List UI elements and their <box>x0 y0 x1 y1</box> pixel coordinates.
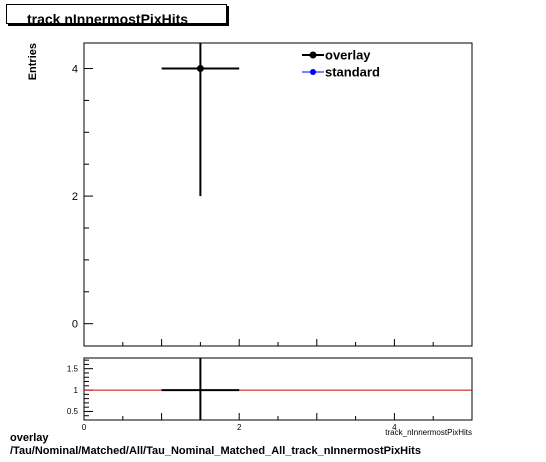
footer-label: overlay <box>10 432 49 444</box>
ratio-y-tick-label: 1 <box>74 386 79 395</box>
legend-marker <box>310 69 316 75</box>
x-axis-label: track_nInnermostPixHits <box>385 428 472 437</box>
footer-path: /Tau/Nominal/Matched/All/Tau_Nominal_Mat… <box>10 445 421 457</box>
main-y-tick-label: 2 <box>72 191 78 203</box>
legend-entry: overlay <box>325 48 371 63</box>
ratio-x-tick-label: 0 <box>82 423 87 432</box>
ratio-plot-frame <box>83 357 473 421</box>
legend-marker <box>309 51 317 59</box>
ratio-y-tick-label: 0.5 <box>67 407 79 416</box>
title-box: track nInnermostPixHits <box>6 4 227 27</box>
ratio-y-tick-label: 1.5 <box>67 364 79 373</box>
legend-entry: standard <box>325 65 380 80</box>
ratio-x-tick-label: 2 <box>237 423 242 432</box>
y-axis-label: Entries <box>27 43 39 80</box>
main-plot-frame <box>83 42 473 347</box>
main-y-tick-label: 0 <box>72 319 78 331</box>
data-point <box>196 65 204 73</box>
chart-title: track nInnermostPixHits <box>27 11 189 27</box>
main-y-tick-label: 4 <box>72 63 78 75</box>
ratio-x-tick-label: 4 <box>392 423 397 432</box>
